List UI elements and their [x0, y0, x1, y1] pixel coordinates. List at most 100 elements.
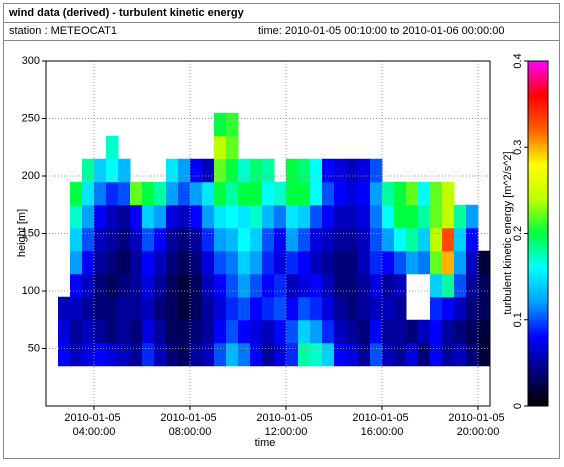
- heatmap-cell: [250, 250, 263, 275]
- heatmap-cell: [442, 227, 455, 252]
- heatmap-cell: [286, 227, 299, 252]
- heatmap-cell: [202, 250, 215, 275]
- heatmap-cell: [418, 342, 431, 367]
- heatmap-cell: [478, 250, 491, 275]
- heatmap-cell: [94, 227, 107, 252]
- heatmap-cell: [118, 204, 131, 229]
- heatmap-cell: [238, 319, 251, 344]
- heatmap-cell: [454, 250, 467, 275]
- heatmap-cell: [118, 342, 131, 367]
- heatmap-cell: [190, 250, 203, 275]
- heatmap-cell: [478, 296, 491, 321]
- x-tick-label: 2010-01-05 04:00:00: [64, 412, 123, 438]
- heatmap-cell: [166, 250, 179, 275]
- heatmap-cell: [106, 181, 119, 206]
- heatmap-cell: [106, 227, 119, 252]
- heatmap-cell: [358, 273, 371, 298]
- heatmap-cell: [94, 250, 107, 275]
- heatmap-cell: [382, 204, 395, 229]
- chart-title: wind data (derived) - turbulent kinetic …: [8, 7, 245, 19]
- heatmap-cell: [394, 342, 407, 367]
- heatmap-cell: [166, 181, 179, 206]
- heatmap-cell: [190, 227, 203, 252]
- colorbar: [527, 60, 549, 407]
- heatmap-cell: [226, 158, 239, 183]
- heatmap-cell: [298, 250, 311, 275]
- heatmap-cell: [262, 227, 275, 252]
- heatmap-cell: [166, 227, 179, 252]
- heatmap-cell: [142, 250, 155, 275]
- heatmap-cell: [466, 227, 479, 252]
- time-range: time: 2010-01-05 00:10:00 to 2010-01-06 …: [258, 25, 504, 37]
- heatmap-cell: [334, 204, 347, 229]
- heatmap-cell: [154, 204, 167, 229]
- heatmap-cell: [274, 204, 287, 229]
- heatmap-cell: [214, 204, 227, 229]
- heatmap-cell: [142, 342, 155, 367]
- heatmap-cell: [70, 227, 83, 252]
- heatmap-cell: [262, 158, 275, 183]
- heatmap-cell: [178, 204, 191, 229]
- heatmap-cell: [430, 273, 443, 298]
- heatmap-cell: [118, 296, 131, 321]
- heatmap-cell: [346, 319, 359, 344]
- heatmap-cell: [358, 158, 371, 183]
- heatmap-cell: [478, 273, 491, 298]
- heatmap-cell: [454, 227, 467, 252]
- heatmap-cell: [442, 250, 455, 275]
- heatmap-cell: [82, 181, 95, 206]
- heatmap-cell: [214, 342, 227, 367]
- heatmap-cell: [466, 342, 479, 367]
- heatmap-cell: [154, 227, 167, 252]
- heatmap-cell: [178, 158, 191, 183]
- station: station : METEOCAT1: [9, 25, 117, 37]
- heatmap-cell: [166, 273, 179, 298]
- heatmap-cell: [370, 319, 383, 344]
- heatmap-cell: [370, 342, 383, 367]
- heatmap-cell: [334, 158, 347, 183]
- heatmap-cell: [406, 342, 419, 367]
- heatmap-cell: [346, 296, 359, 321]
- heatmap-cell: [154, 342, 167, 367]
- heatmap-cell: [274, 296, 287, 321]
- heatmap-cell: [226, 135, 239, 160]
- heatmap-cell: [466, 204, 479, 229]
- heatmap-cell: [370, 250, 383, 275]
- heatmap-cell: [190, 296, 203, 321]
- heatmap-cell: [442, 204, 455, 229]
- heatmap-cell: [214, 227, 227, 252]
- heatmap-cell: [298, 319, 311, 344]
- heatmap-cell: [130, 319, 143, 344]
- heatmap-cell: [322, 181, 335, 206]
- heatmap-cell: [478, 342, 491, 367]
- heatmap-cell: [358, 181, 371, 206]
- heatmap-cell: [274, 342, 287, 367]
- heatmap-cell: [166, 158, 179, 183]
- heatmap-cell: [406, 319, 419, 344]
- heatmap-cell: [478, 319, 491, 344]
- heatmap-cell: [358, 296, 371, 321]
- heatmap-cell: [394, 273, 407, 298]
- heatmap-cell: [466, 319, 479, 344]
- heatmap-cell: [250, 227, 263, 252]
- heatmap-cell: [142, 227, 155, 252]
- heatmap-cell: [94, 342, 107, 367]
- heatmap-cell: [298, 181, 311, 206]
- heatmap-cell: [274, 250, 287, 275]
- heatmap-cell: [262, 250, 275, 275]
- heatmap-cell: [178, 273, 191, 298]
- heatmap-cell: [70, 342, 83, 367]
- heatmap-cell: [394, 250, 407, 275]
- heatmap-cell: [310, 342, 323, 367]
- heatmap-cell: [226, 296, 239, 321]
- heatmap-cell: [250, 319, 263, 344]
- x-axis-label: time: [255, 437, 276, 449]
- heatmap-cell: [70, 296, 83, 321]
- x-tick-label: 2010-01-05 08:00:00: [160, 412, 219, 438]
- heatmap-cell: [322, 158, 335, 183]
- heatmap-cell: [238, 227, 251, 252]
- colorbar-tick-label: 0.2: [512, 226, 524, 241]
- heatmap-cell: [430, 227, 443, 252]
- heatmap-cell: [118, 273, 131, 298]
- heatmap-cell: [202, 273, 215, 298]
